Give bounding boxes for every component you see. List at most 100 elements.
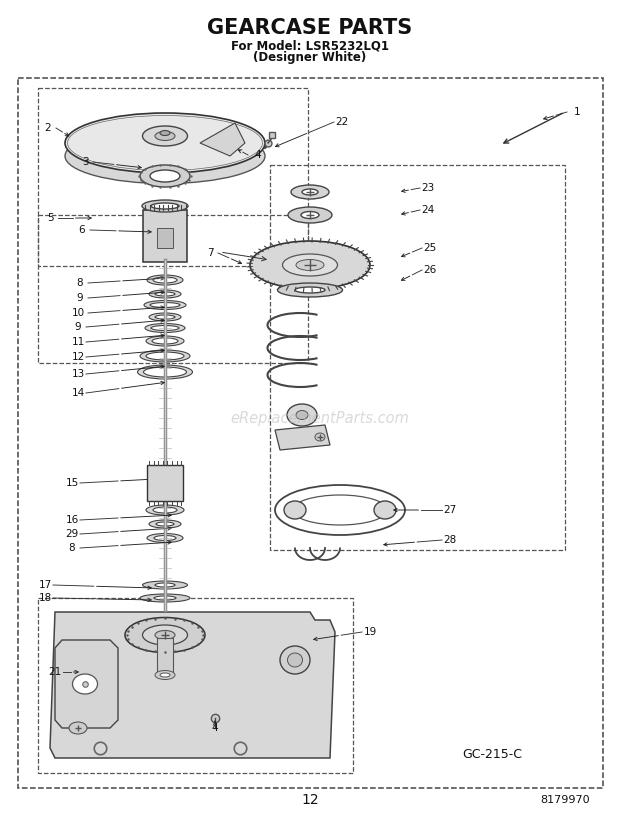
Text: 9: 9 bbox=[74, 322, 81, 332]
Text: 27: 27 bbox=[443, 505, 456, 515]
Ellipse shape bbox=[160, 673, 170, 677]
Text: (Designer White): (Designer White) bbox=[254, 51, 366, 65]
Ellipse shape bbox=[295, 287, 325, 293]
Ellipse shape bbox=[149, 313, 181, 321]
Ellipse shape bbox=[315, 433, 325, 441]
Ellipse shape bbox=[160, 131, 170, 136]
Text: 12: 12 bbox=[71, 352, 84, 362]
Bar bbox=[157, 638, 173, 673]
Ellipse shape bbox=[154, 596, 176, 600]
Ellipse shape bbox=[145, 324, 185, 332]
Text: 1: 1 bbox=[574, 107, 580, 117]
Ellipse shape bbox=[150, 170, 180, 182]
Text: 29: 29 bbox=[65, 529, 79, 539]
Ellipse shape bbox=[143, 625, 187, 645]
Ellipse shape bbox=[143, 367, 187, 377]
Ellipse shape bbox=[142, 200, 188, 212]
Ellipse shape bbox=[146, 505, 184, 515]
Ellipse shape bbox=[155, 583, 175, 587]
Ellipse shape bbox=[160, 481, 170, 485]
Text: 26: 26 bbox=[423, 265, 436, 275]
Text: GEARCASE PARTS: GEARCASE PARTS bbox=[207, 18, 413, 38]
Bar bbox=[157, 228, 173, 248]
Text: 15: 15 bbox=[65, 478, 79, 488]
Text: 12: 12 bbox=[301, 793, 319, 807]
Text: 8179970: 8179970 bbox=[541, 795, 590, 805]
Polygon shape bbox=[55, 640, 118, 728]
Ellipse shape bbox=[155, 132, 175, 140]
Ellipse shape bbox=[69, 722, 87, 734]
Polygon shape bbox=[50, 612, 335, 758]
Text: 14: 14 bbox=[71, 388, 84, 398]
Ellipse shape bbox=[301, 211, 319, 218]
Ellipse shape bbox=[152, 338, 178, 344]
Ellipse shape bbox=[156, 522, 174, 526]
Text: 23: 23 bbox=[422, 183, 435, 193]
Ellipse shape bbox=[153, 507, 177, 513]
Bar bbox=[38, 598, 353, 773]
Text: 7: 7 bbox=[206, 248, 213, 258]
Polygon shape bbox=[200, 123, 245, 156]
Text: GC-215-C: GC-215-C bbox=[462, 748, 522, 762]
Text: 22: 22 bbox=[335, 117, 348, 127]
Bar bbox=[143, 210, 187, 262]
Ellipse shape bbox=[147, 534, 183, 543]
Text: 13: 13 bbox=[71, 369, 84, 379]
Ellipse shape bbox=[155, 630, 175, 639]
Ellipse shape bbox=[125, 618, 205, 653]
Ellipse shape bbox=[153, 277, 177, 283]
Bar bbox=[18, 78, 603, 788]
Text: 5: 5 bbox=[46, 213, 53, 223]
Text: For Model: LSR5232LQ1: For Model: LSR5232LQ1 bbox=[231, 39, 389, 53]
Text: 10: 10 bbox=[71, 308, 84, 318]
Text: 19: 19 bbox=[363, 627, 376, 637]
Ellipse shape bbox=[288, 207, 332, 223]
Text: 6: 6 bbox=[79, 225, 86, 235]
Ellipse shape bbox=[151, 203, 179, 209]
Text: 2: 2 bbox=[45, 123, 51, 133]
Text: 24: 24 bbox=[422, 205, 435, 215]
Ellipse shape bbox=[138, 365, 192, 379]
Bar bbox=[147, 465, 183, 501]
Ellipse shape bbox=[144, 300, 186, 310]
Text: 17: 17 bbox=[38, 580, 51, 590]
Ellipse shape bbox=[302, 189, 318, 195]
Ellipse shape bbox=[143, 126, 187, 146]
Ellipse shape bbox=[155, 315, 175, 319]
Text: 8: 8 bbox=[77, 278, 83, 288]
Ellipse shape bbox=[155, 292, 175, 296]
Ellipse shape bbox=[278, 283, 342, 297]
Ellipse shape bbox=[374, 501, 396, 519]
Ellipse shape bbox=[155, 479, 175, 487]
Text: 4: 4 bbox=[255, 150, 261, 160]
Ellipse shape bbox=[147, 275, 183, 285]
Ellipse shape bbox=[296, 259, 324, 270]
Text: 4: 4 bbox=[211, 723, 218, 733]
Ellipse shape bbox=[151, 326, 179, 331]
Text: 21: 21 bbox=[48, 667, 61, 677]
Ellipse shape bbox=[287, 404, 317, 426]
Text: 18: 18 bbox=[38, 593, 51, 603]
Ellipse shape bbox=[283, 254, 337, 276]
Text: 9: 9 bbox=[77, 293, 83, 303]
Ellipse shape bbox=[146, 352, 184, 360]
Ellipse shape bbox=[65, 113, 265, 173]
Ellipse shape bbox=[140, 350, 190, 362]
Ellipse shape bbox=[150, 303, 180, 308]
Ellipse shape bbox=[73, 674, 97, 694]
Ellipse shape bbox=[146, 336, 184, 346]
Ellipse shape bbox=[154, 535, 176, 540]
Text: 16: 16 bbox=[65, 515, 79, 525]
Ellipse shape bbox=[288, 653, 303, 667]
Text: 11: 11 bbox=[71, 337, 84, 347]
Ellipse shape bbox=[291, 185, 329, 199]
Text: eReplacementParts.com: eReplacementParts.com bbox=[231, 410, 409, 425]
Ellipse shape bbox=[280, 646, 310, 674]
Ellipse shape bbox=[296, 410, 308, 420]
Bar bbox=[38, 215, 308, 363]
Ellipse shape bbox=[65, 128, 265, 184]
Ellipse shape bbox=[149, 290, 181, 298]
Text: 3: 3 bbox=[82, 157, 88, 167]
Ellipse shape bbox=[140, 594, 190, 602]
Ellipse shape bbox=[284, 501, 306, 519]
